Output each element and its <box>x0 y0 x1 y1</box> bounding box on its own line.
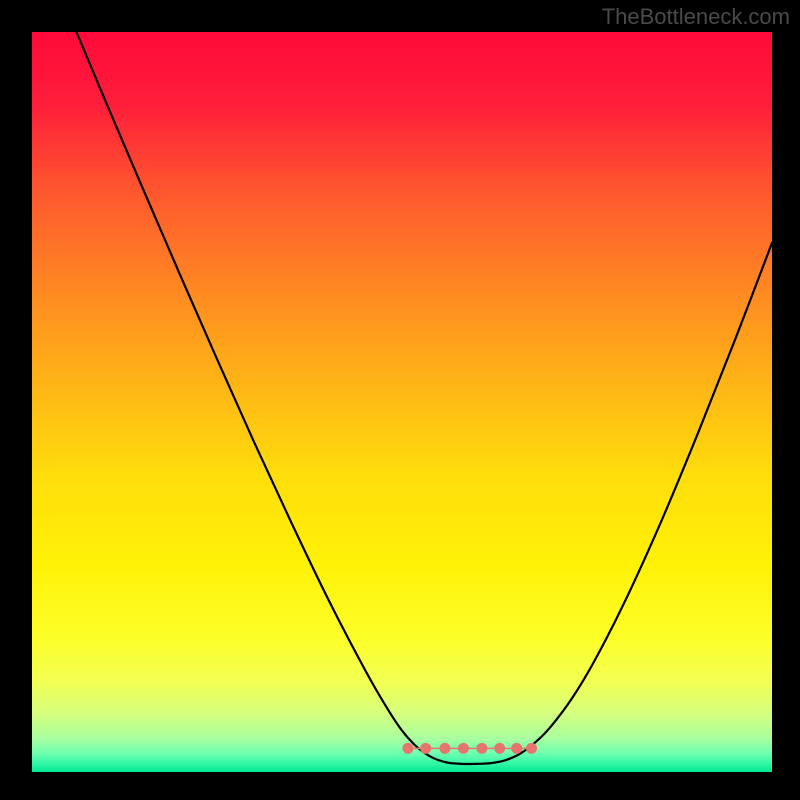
gradient-background <box>32 32 772 772</box>
chart-container: TheBottleneck.com <box>0 0 800 800</box>
watermark-text: TheBottleneck.com <box>602 4 790 30</box>
plot-area <box>32 32 772 772</box>
